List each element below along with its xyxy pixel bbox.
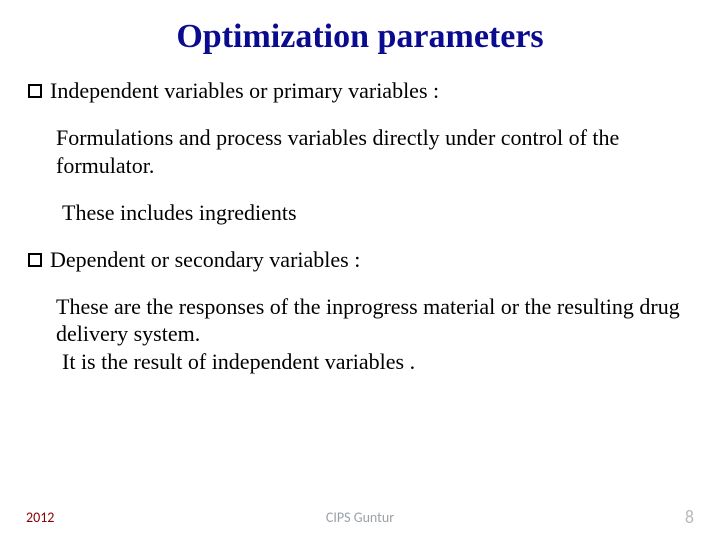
- bullet-item-2: Dependent or secondary variables :: [28, 247, 692, 273]
- paragraph-formulations: Formulations and process variables direc…: [28, 124, 692, 179]
- paragraph-responses: These are the responses of the inprogres…: [56, 293, 692, 348]
- footer-year: 2012: [26, 509, 54, 526]
- slide-title: Optimization parameters: [28, 18, 692, 56]
- slide-container: Optimization parameters Independent vari…: [0, 0, 720, 540]
- paragraph-result: It is the result of independent variable…: [56, 348, 692, 376]
- footer-center: CIPS Guntur: [326, 509, 394, 526]
- footer-page-number: 8: [685, 506, 694, 528]
- square-bullet-icon: [28, 253, 42, 267]
- paragraph-ingredients: These includes ingredients: [28, 199, 692, 227]
- slide-footer: 2012 CIPS Guntur 8: [0, 506, 720, 528]
- bullet-text: Dependent or secondary variables :: [50, 247, 360, 273]
- bullet-text: Independent variables or primary variabl…: [50, 78, 439, 104]
- square-bullet-icon: [28, 84, 42, 98]
- paragraph-group-dependent: These are the responses of the inprogres…: [28, 293, 692, 376]
- bullet-item-1: Independent variables or primary variabl…: [28, 78, 692, 104]
